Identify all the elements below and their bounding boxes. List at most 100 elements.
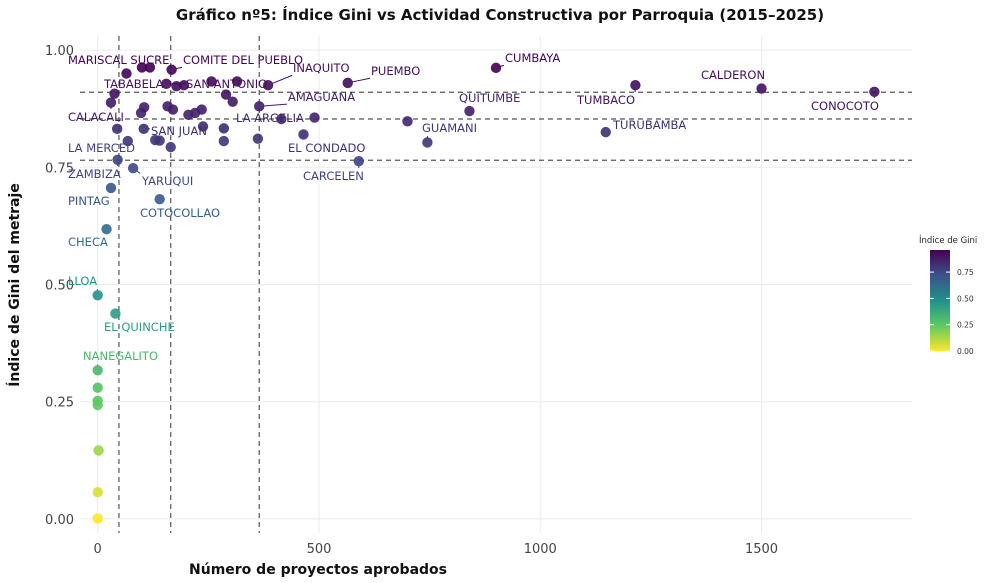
legend-tick-label: 0.75 xyxy=(957,268,974,277)
data-point xyxy=(756,83,767,94)
point-label: NANEGALITO xyxy=(83,349,158,363)
data-point xyxy=(92,487,103,498)
data-point xyxy=(630,80,641,91)
data-point xyxy=(189,107,201,119)
data-point xyxy=(231,76,243,87)
point-label: CALDERON xyxy=(701,68,765,82)
data-point xyxy=(276,113,287,125)
data-point xyxy=(110,308,121,319)
point-label: LLOA xyxy=(68,274,97,288)
data-point xyxy=(92,365,103,376)
point-labels: MARISCAL SUCRE COMITE DEL PUEBLO TABABELA S… xyxy=(68,51,879,367)
label-leader-line xyxy=(271,74,293,85)
point-label: GUAMANI xyxy=(422,121,477,135)
data-point xyxy=(353,155,365,167)
x-tick-label: 1000 xyxy=(524,542,557,557)
points xyxy=(92,62,880,524)
point-label: PUEMBO xyxy=(371,64,420,78)
data-point xyxy=(101,223,112,235)
label-leader-line xyxy=(263,103,288,107)
legend-tick-label: 0.50 xyxy=(957,294,974,303)
point-label: INAQUITO xyxy=(293,61,350,75)
legend-tick-label: 0.25 xyxy=(957,321,974,330)
point-label: LA ARGELIA xyxy=(236,111,304,125)
point-label: SAN JUAN xyxy=(151,124,207,138)
data-point xyxy=(220,89,232,100)
point-label: CONOCOTO xyxy=(811,99,879,113)
point-label: TURUBAMBA xyxy=(612,118,686,132)
point-label: MARISCAL SUCRE xyxy=(68,53,169,67)
data-point xyxy=(178,80,190,91)
y-tick-label: 0.25 xyxy=(45,396,74,411)
x-tick-label: 0 xyxy=(94,542,102,557)
data-point xyxy=(252,133,264,144)
data-point xyxy=(121,68,132,79)
point-label: CHECA xyxy=(68,235,108,249)
label-leader-line xyxy=(351,77,371,83)
data-point xyxy=(869,86,880,97)
point-label: CARCELEN xyxy=(303,169,364,183)
legend-title: Índice de Gini xyxy=(919,234,977,246)
data-point xyxy=(161,78,172,90)
label-leader-line xyxy=(136,170,141,174)
data-point xyxy=(227,96,238,107)
point-label: EL QUINCHE xyxy=(104,320,175,334)
data-point xyxy=(105,97,117,108)
y-axis-title: Índice de Gini del metraje xyxy=(6,183,23,387)
point-label: CUMBAYA xyxy=(505,51,560,65)
legend-tick-label: 0.00 xyxy=(957,347,974,356)
data-point xyxy=(402,116,413,127)
data-point xyxy=(92,290,103,301)
point-label: SAN ANTONIO xyxy=(186,77,267,91)
data-point xyxy=(127,163,139,174)
x-tick-label: 1500 xyxy=(745,542,778,557)
data-point xyxy=(309,112,320,123)
data-point xyxy=(92,513,103,524)
data-point xyxy=(262,80,274,91)
point-label: COMITE DEL PUEBLO xyxy=(183,53,303,67)
data-point xyxy=(105,182,117,194)
x-axis-title: Número de proyectos aprobados xyxy=(189,562,447,578)
y-tick-label: 0.75 xyxy=(45,161,74,176)
data-point xyxy=(197,121,209,132)
data-point xyxy=(218,123,230,134)
point-label: COTOCOLLAO xyxy=(140,206,220,220)
data-point xyxy=(135,107,147,119)
data-point xyxy=(122,135,133,147)
data-point xyxy=(254,101,265,112)
point-label: AMAGUANA xyxy=(288,90,355,104)
point-label: EL CONDADO xyxy=(288,141,365,155)
point-label: TABABELA xyxy=(103,77,164,91)
y-tick-label: 0.50 xyxy=(45,279,74,294)
data-point xyxy=(138,123,149,135)
data-point xyxy=(600,126,611,138)
point-label: YARUQUI xyxy=(141,174,193,188)
colorbar xyxy=(930,250,950,351)
x-tick-label: 500 xyxy=(307,542,332,557)
point-label: LA MERCED xyxy=(68,141,135,155)
point-label: PINTAG xyxy=(68,194,110,208)
data-point xyxy=(464,105,475,117)
data-point xyxy=(298,129,309,140)
data-point xyxy=(93,445,104,456)
data-point xyxy=(490,62,502,74)
data-point xyxy=(154,193,165,205)
data-point xyxy=(150,134,161,146)
data-point xyxy=(166,64,177,75)
y-tick-label: 0.00 xyxy=(45,513,74,528)
data-point xyxy=(136,62,148,73)
data-point xyxy=(112,154,123,165)
data-point xyxy=(422,137,433,148)
data-point xyxy=(218,135,230,147)
point-label: ZAMBIZA xyxy=(68,167,121,181)
color-legend: Índice de Gini 0.00 0.25 0.50 0.75 xyxy=(919,234,977,356)
x-axis-ticks: 0 500 1000 1500 xyxy=(94,542,779,557)
point-label: CALACALI xyxy=(68,110,124,124)
chart-title: Gráfico nº5: Índice Gini vs Actividad Co… xyxy=(176,5,824,24)
data-point xyxy=(162,101,173,112)
label-leader-line xyxy=(175,66,183,70)
data-point xyxy=(92,382,103,393)
data-point xyxy=(165,141,176,153)
point-label: TUMBACO xyxy=(576,93,635,107)
data-point xyxy=(342,77,353,89)
